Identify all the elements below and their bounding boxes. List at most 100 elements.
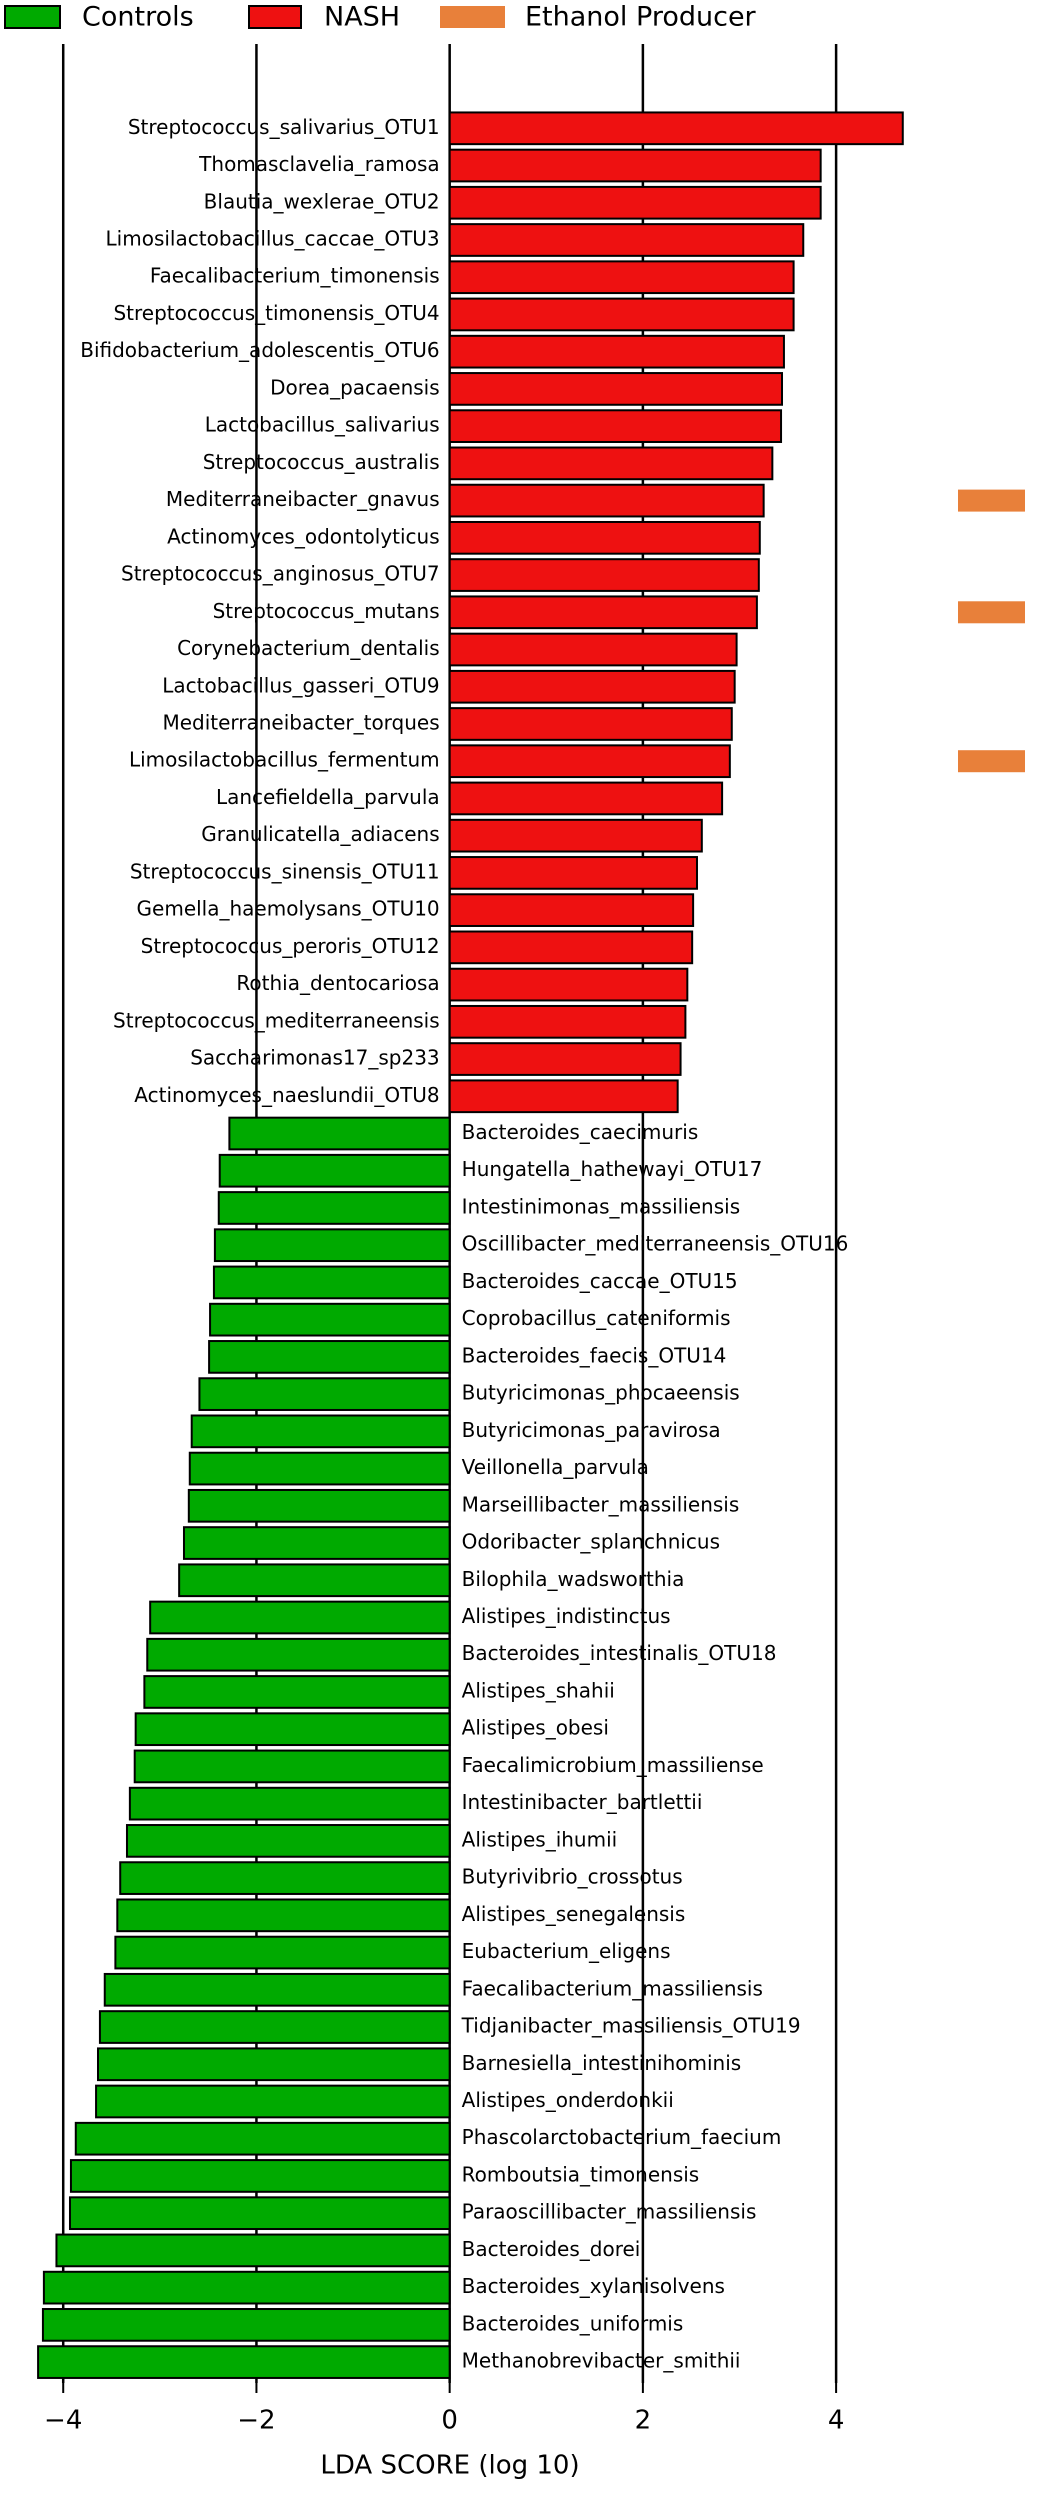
bar xyxy=(143,1675,451,1709)
bar xyxy=(448,930,694,965)
bar xyxy=(228,1116,451,1151)
bar xyxy=(69,2159,451,2193)
bar xyxy=(55,2233,451,2268)
category-label: Streptococcus_anginosus_OTU7 xyxy=(121,562,440,586)
category-label: Hungatella_hathewayi_OTU17 xyxy=(462,1157,763,1181)
x-tick-label: 4 xyxy=(828,2406,845,2436)
ethanol-marker xyxy=(958,601,1025,624)
bar xyxy=(448,260,795,295)
bar xyxy=(448,632,738,667)
category-label: Veillonella_parvula xyxy=(462,1455,649,1479)
bar xyxy=(208,1340,451,1374)
bar xyxy=(448,744,731,779)
category-label: Coprobacillus_cateniformis xyxy=(462,1306,731,1330)
bar xyxy=(42,2270,451,2305)
category-label: Romboutsia_timonensis xyxy=(462,2162,700,2186)
bar xyxy=(146,1637,451,1672)
bar xyxy=(213,1228,451,1263)
category-label: Lactobacillus_salivarius xyxy=(205,413,440,437)
category-label: Odoribacter_splanchnicus xyxy=(462,1530,720,1554)
category-label: Tidjanibacter_massiliensis_OTU19 xyxy=(461,2014,801,2038)
category-label: Paraoscillibacter_massiliensis xyxy=(462,2200,757,2224)
bar xyxy=(198,1377,451,1411)
category-label: Rothia_dentocariosa xyxy=(236,971,439,995)
bar xyxy=(218,1153,451,1188)
category-label: Mediterraneibacter_gnavus xyxy=(166,487,440,511)
category-label: Bacteroides_faecis_OTU14 xyxy=(462,1343,727,1367)
category-label: Limosilactobacillus_caccae_OTU3 xyxy=(106,226,440,250)
category-label: Bacteroides_caccae_OTU15 xyxy=(462,1269,738,1293)
category-label: Alistipes_shahii xyxy=(462,1678,615,1702)
bar xyxy=(134,1712,451,1747)
bar xyxy=(448,446,774,481)
category-label: Alistipes_senegalensis xyxy=(462,1902,686,1926)
x-axis-label: LDA SCORE (log 10) xyxy=(320,2451,579,2481)
bar xyxy=(114,1935,451,1970)
bar xyxy=(190,1414,451,1449)
bar xyxy=(119,1861,451,1895)
category-label: Bacteroides_caecimuris xyxy=(462,1120,699,1144)
bar xyxy=(41,2308,451,2342)
category-label: Oscillibacter_mediterraneensis_OTU16 xyxy=(462,1232,849,1256)
bar xyxy=(37,2345,451,2379)
bar xyxy=(217,1191,451,1225)
category-label: Streptococcus_mediterraneensis xyxy=(113,1008,440,1032)
bar xyxy=(448,893,695,927)
bar xyxy=(448,669,736,704)
category-label: Bacteroides_dorei xyxy=(462,2237,641,2261)
bar xyxy=(448,223,805,257)
bar xyxy=(448,1004,687,1039)
category-label: Faecalibacterium_massiliensis xyxy=(462,1976,763,2000)
category-label: Faecalibacterium_timonensis xyxy=(150,264,440,288)
category-label: Dorea_pacaensis xyxy=(270,375,440,399)
category-label: Corynebacterium_dentalis xyxy=(177,636,440,660)
legend-label: Ethanol Producer xyxy=(525,2,757,33)
category-label: Eubacterium_eligens xyxy=(462,1939,671,1963)
bar xyxy=(209,1302,451,1337)
bar xyxy=(448,781,724,816)
category-label: Methanobrevibacter_smithii xyxy=(462,2349,741,2373)
bar xyxy=(182,1526,451,1560)
bar xyxy=(448,1042,682,1076)
category-label: Phascolarctobacterium_faecium xyxy=(462,2125,782,2149)
bar xyxy=(448,558,760,592)
bar xyxy=(68,2196,451,2231)
category-label: Butyricimonas_phocaeensis xyxy=(462,1381,740,1405)
category-label: Blautia_wexlerae_OTU2 xyxy=(204,189,440,213)
bar xyxy=(149,1600,451,1635)
category-label: Streptococcus_salivarius_OTU1 xyxy=(128,115,440,139)
bar xyxy=(448,520,761,555)
category-label: Faecalimicrobium_massiliense xyxy=(462,1753,764,1777)
bar xyxy=(448,483,765,518)
category-label: Alistipes_ihumii xyxy=(462,1827,618,1851)
category-label: Lactobacillus_gasseri_OTU9 xyxy=(162,673,439,697)
category-label: Alistipes_obesi xyxy=(462,1716,609,1740)
category-label: Actinomyces_odontolyticus xyxy=(167,524,439,548)
bar xyxy=(188,1451,451,1486)
category-label: Streptococcus_sinensis_OTU11 xyxy=(130,859,440,883)
bar xyxy=(448,334,785,369)
legend-swatch xyxy=(248,5,302,29)
ethanol-marker xyxy=(958,750,1025,773)
bar xyxy=(116,1898,451,1933)
legend-swatch xyxy=(440,6,505,28)
x-tick-label: 0 xyxy=(441,2406,458,2436)
category-label: Bilophila_wadsworthia xyxy=(462,1567,685,1591)
category-label: Intestinimonas_massiliensis xyxy=(462,1194,740,1218)
bar xyxy=(125,1824,451,1858)
bar xyxy=(448,148,822,183)
category-label: Butyricimonas_paravirosa xyxy=(462,1418,721,1442)
bar xyxy=(448,856,698,890)
x-tick-label: −2 xyxy=(237,2406,275,2436)
bar xyxy=(103,1972,451,2007)
category-label: Streptococcus_australis xyxy=(203,450,440,474)
category-label: Streptococcus_timonensis_OTU4 xyxy=(113,301,439,325)
category-label: Bacteroides_uniformis xyxy=(462,2311,684,2335)
legend-label: Controls xyxy=(82,2,194,33)
bar xyxy=(178,1563,451,1598)
bar xyxy=(448,409,783,443)
ethanol-marker xyxy=(958,489,1025,512)
category-label: Saccharimonas17_sp233 xyxy=(190,1046,439,1070)
category-label: Lancefieldella_parvula xyxy=(216,785,440,809)
